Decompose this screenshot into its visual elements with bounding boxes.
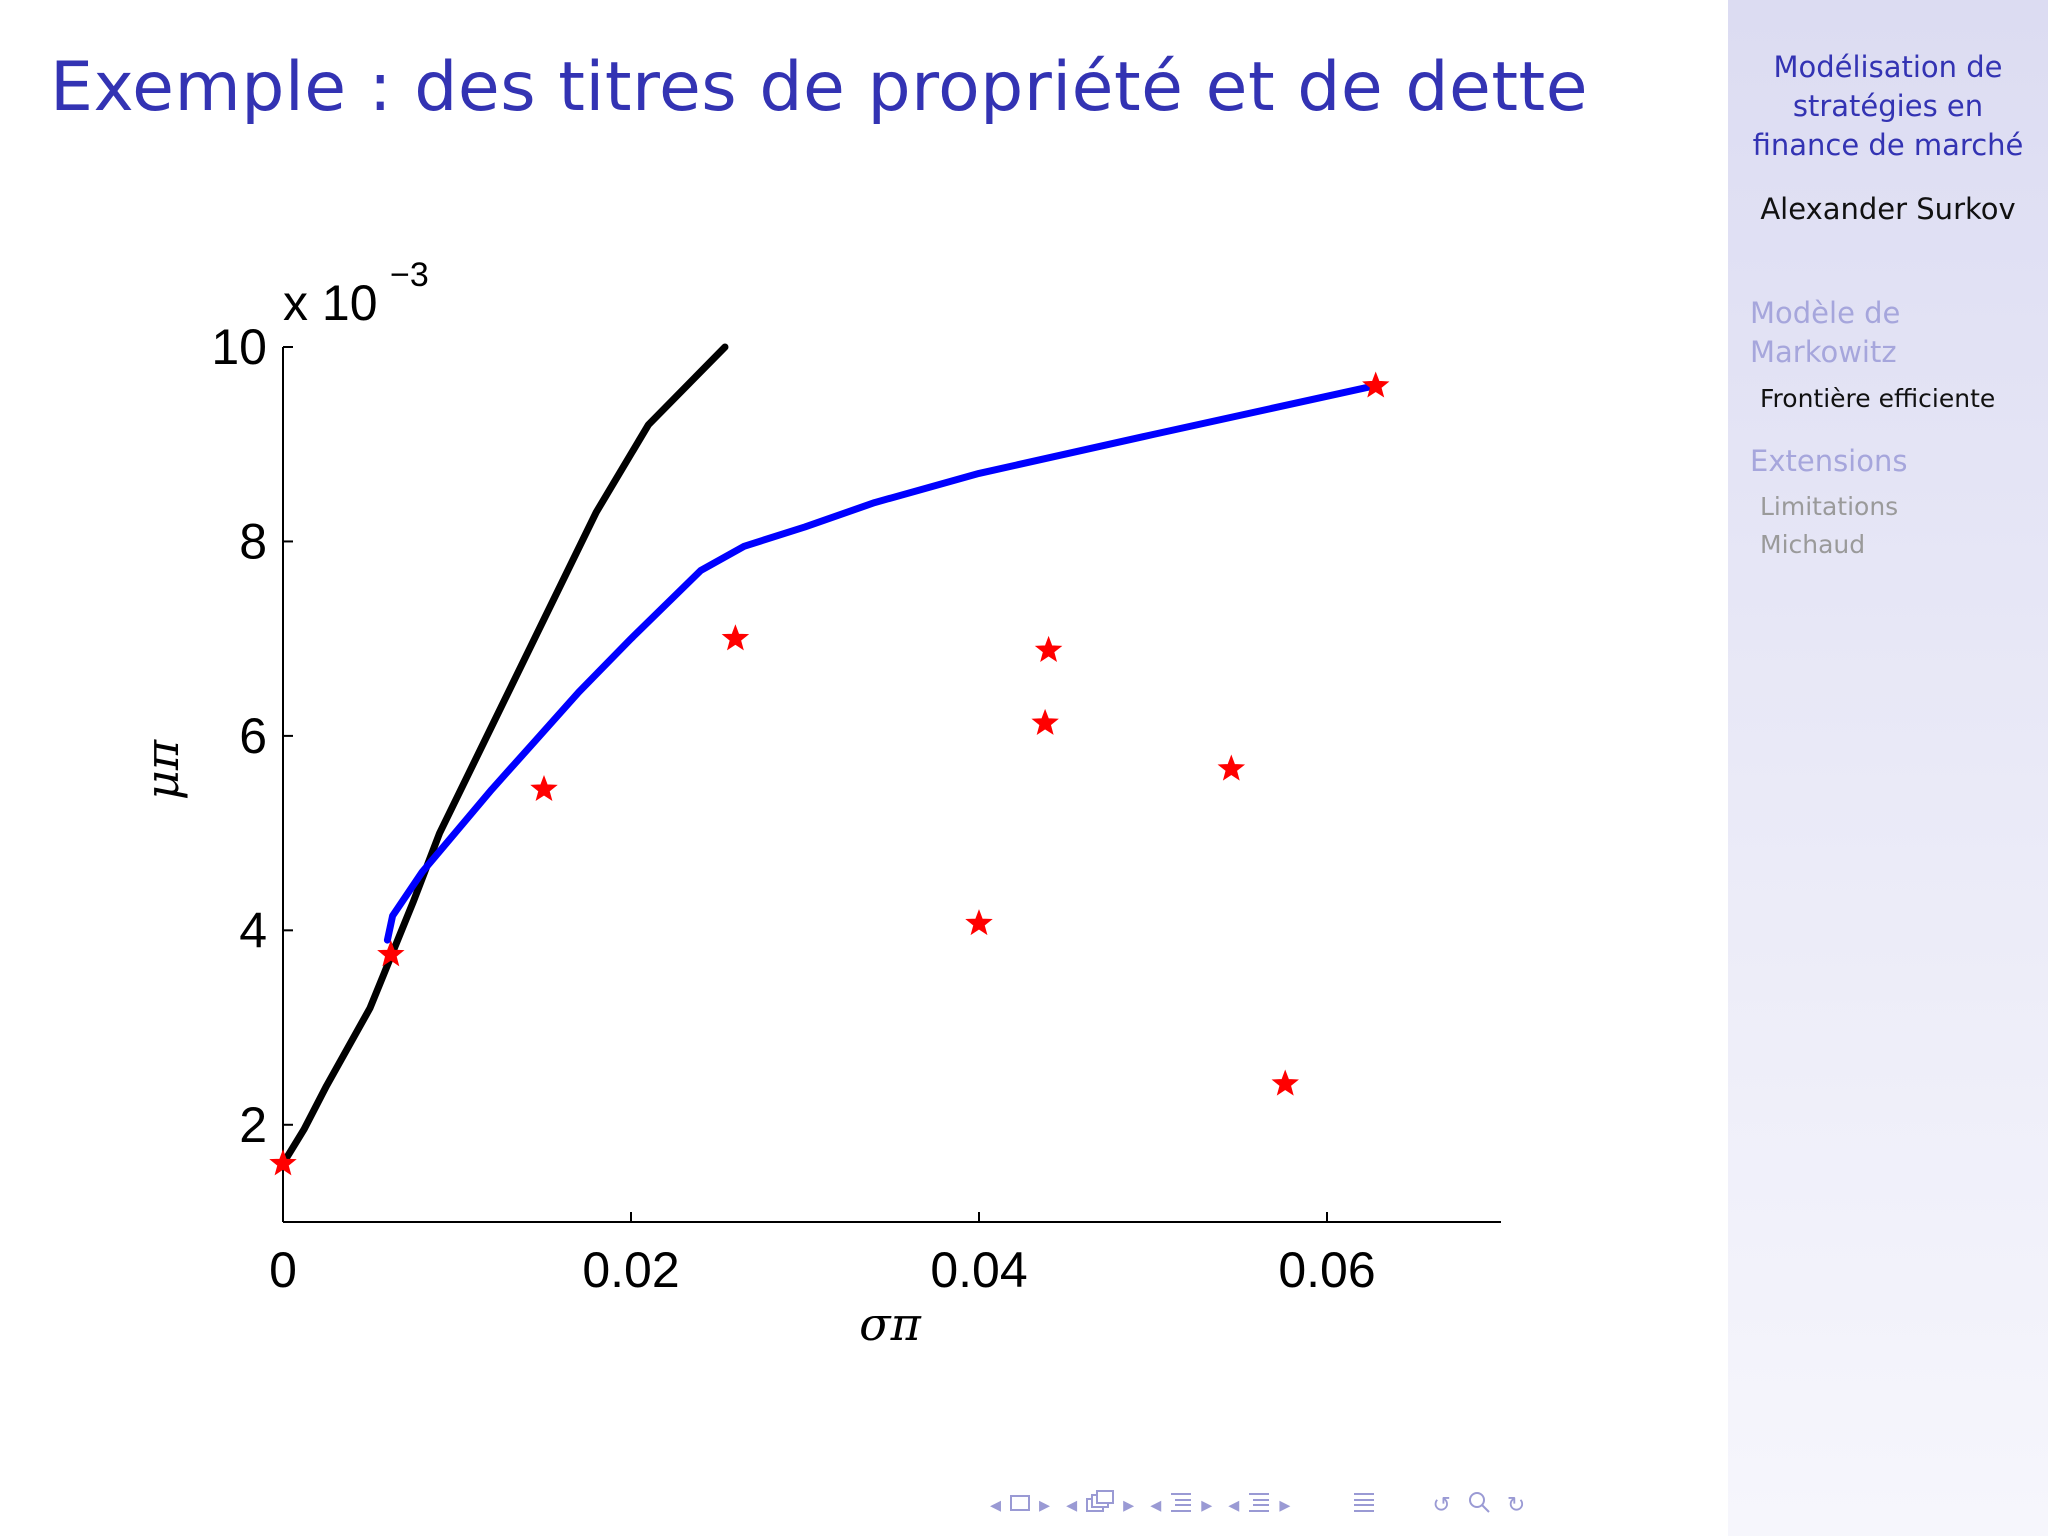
nav-frame-group: ◂ ▸ — [990, 1493, 1050, 1518]
y-axis-label: μπ — [135, 739, 189, 800]
slide-title: Exemple : des titres de propriété et de … — [50, 48, 1589, 127]
talk-title-line: stratégies en — [1792, 89, 1984, 123]
talk-title[interactable]: Modélisation de stratégies en finance de… — [1728, 48, 2048, 165]
arrow-right-icon[interactable]: ▸ — [1039, 1492, 1051, 1518]
asset-star-marker — [1271, 1069, 1299, 1096]
asset-star-marker — [377, 940, 405, 967]
sidebar-item-michaud[interactable]: Michaud — [1760, 530, 1866, 559]
chart-axes — [282, 346, 1501, 1223]
section-label-line: Markowitz — [1750, 335, 1897, 369]
x-axis-label: σπ — [859, 1297, 921, 1351]
asset-star-marker — [1362, 371, 1390, 398]
y-multiplier-label: x 10 — [283, 275, 378, 331]
chart-series — [279, 343, 1378, 1168]
y-tick-label: 6 — [239, 708, 267, 764]
nav-presentation-group: ◂ ▸ — [1228, 1491, 1290, 1519]
arrow-right-icon[interactable]: ▸ — [1201, 1492, 1213, 1518]
beamer-navigation: ◂ ▸ ◂ ▸ ◂ ▸ ◂ ▸ ↺ ↻ — [990, 1488, 1525, 1522]
y-tick-label: 4 — [239, 902, 267, 958]
section-label-line: Extensions — [1750, 444, 1908, 478]
x-tick-label: 0.06 — [1278, 1242, 1375, 1298]
nav-section-group: ◂ ▸ — [1150, 1491, 1212, 1519]
arrow-left-icon[interactable]: ◂ — [1150, 1492, 1162, 1518]
author-name[interactable]: Alexander Surkov — [1760, 192, 2016, 226]
asset-star-marker — [1217, 754, 1246, 781]
section-icon[interactable] — [1169, 1491, 1193, 1519]
sidebar-section-extensions[interactable]: Extensions — [1750, 442, 2030, 481]
search-icon[interactable] — [1467, 1490, 1491, 1520]
arrow-left-icon[interactable]: ◂ — [1066, 1492, 1078, 1518]
x-tick-label: 0.04 — [930, 1242, 1027, 1298]
nav-subsection-group: ◂ ▸ — [1066, 1490, 1134, 1520]
tangent-line — [279, 343, 729, 1168]
x-tick-label: 0 — [269, 1242, 297, 1298]
asset-star-marker — [721, 624, 750, 651]
frame-icon[interactable] — [1009, 1493, 1031, 1518]
align-icon[interactable] — [1352, 1491, 1376, 1519]
subsection-icon[interactable] — [1085, 1490, 1115, 1520]
asset-star-marker — [1034, 635, 1063, 663]
arrow-left-icon[interactable]: ◂ — [1228, 1492, 1240, 1518]
section-icon[interactable] — [1247, 1491, 1271, 1519]
chart-markers — [269, 371, 1390, 1176]
asset-star-marker — [269, 1149, 297, 1176]
asset-star-marker — [530, 774, 558, 802]
back-icon[interactable]: ↺ — [1432, 1492, 1451, 1518]
chart-labels: 0 0.02 0.04 0.06 2 4 6 8 10 x 10 −3 σπ μπ — [135, 256, 1376, 1351]
sidebar-item-frontiere-efficiente[interactable]: Frontière efficiente — [1760, 384, 1996, 413]
arrow-right-icon[interactable]: ▸ — [1279, 1492, 1291, 1518]
x-tick-label: 0.02 — [582, 1242, 679, 1298]
forward-icon[interactable]: ↻ — [1506, 1492, 1526, 1518]
talk-title-line: Modélisation de — [1773, 50, 2003, 84]
sidebar-section-markowitz[interactable]: Modèle de Markowitz — [1750, 294, 2030, 372]
asset-star-marker — [965, 909, 993, 936]
asset-star-marker — [1031, 708, 1059, 735]
y-tick-label: 10 — [211, 319, 267, 375]
chart: 0 0.02 0.04 0.06 2 4 6 8 10 x 10 −3 σπ μπ — [135, 256, 1501, 1351]
section-label-line: Modèle de — [1750, 296, 1901, 330]
sidebar-item-limitations[interactable]: Limitations — [1760, 492, 1899, 521]
efficient-frontier-line — [383, 382, 1378, 944]
arrow-right-icon[interactable]: ▸ — [1123, 1492, 1135, 1518]
talk-title-line: finance de marché — [1752, 128, 2024, 162]
y-tick-label: 8 — [239, 513, 267, 569]
y-multiplier-exponent: −3 — [390, 256, 429, 294]
arrow-left-icon[interactable]: ◂ — [990, 1492, 1002, 1518]
y-tick-label: 2 — [239, 1097, 267, 1153]
sidebar: Modélisation de stratégies en finance de… — [1728, 0, 2048, 1536]
